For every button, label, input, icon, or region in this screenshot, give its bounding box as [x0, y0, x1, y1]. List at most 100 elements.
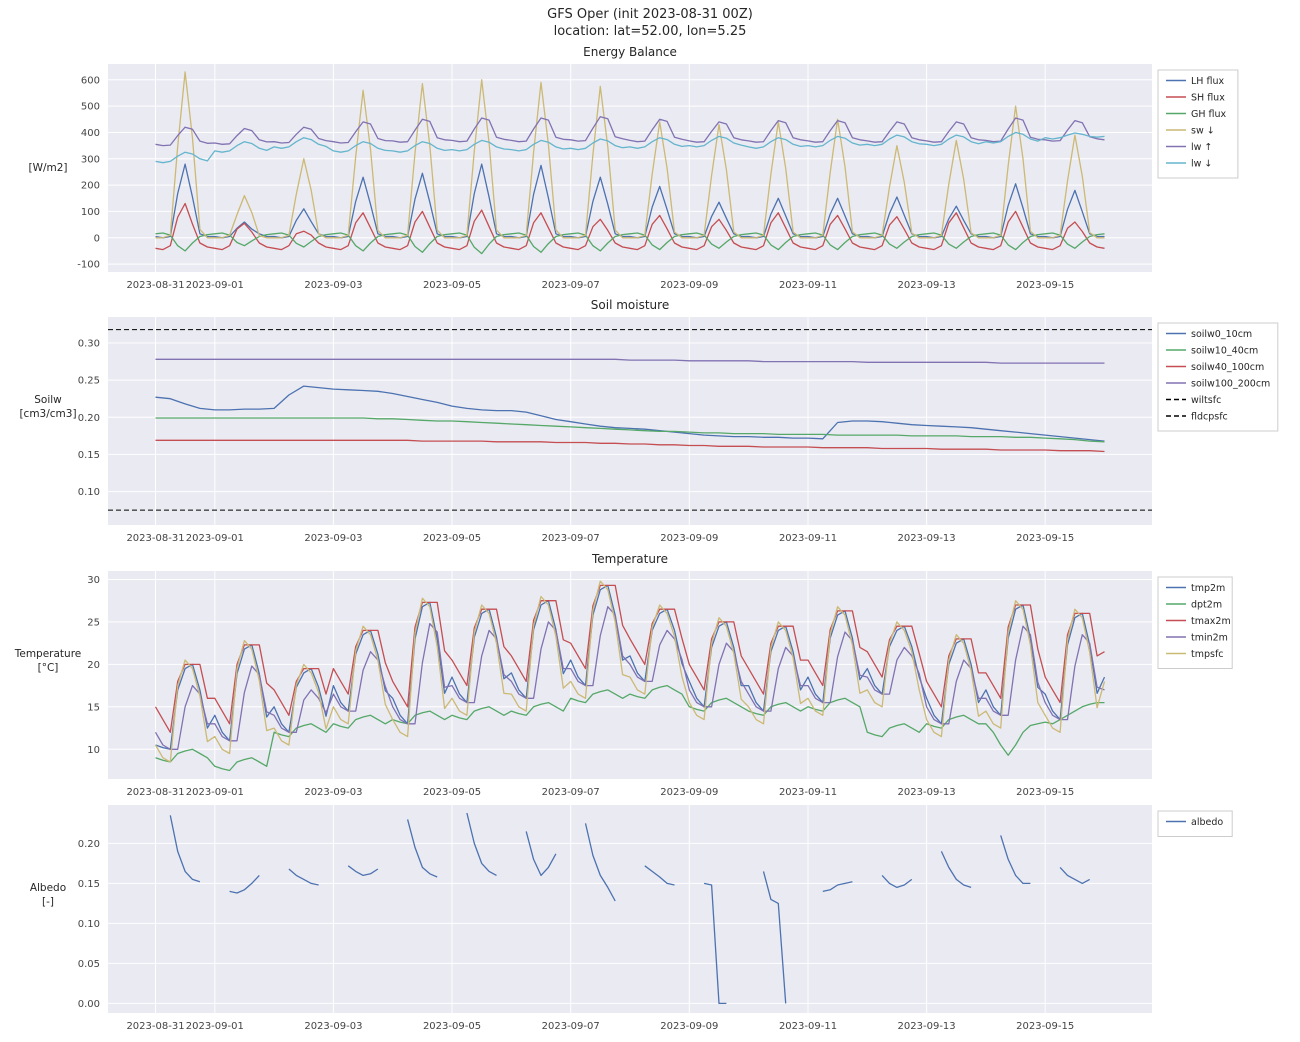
legend: LH flux SH flux GH flux sw ↓ lw ↑ lw ↓ [1157, 69, 1239, 179]
svg-text:2023-09-09: 2023-09-09 [660, 533, 718, 544]
series-lines [169, 812, 1091, 1005]
svg-text:2023-09-03: 2023-09-03 [304, 787, 362, 798]
legend-label-fldcpsfc: fldcpsfc [1191, 412, 1228, 423]
svg-text:10: 10 [87, 745, 100, 756]
svg-text:0.30: 0.30 [78, 339, 100, 350]
panel-albedo-ylabel: Albedo [-] [29, 882, 67, 908]
plot-bg [108, 317, 1152, 525]
svg-text:2023-08-31: 2023-08-31 [126, 533, 184, 544]
svg-text:2023-09-09: 2023-09-09 [660, 1021, 718, 1032]
svg-text:2023-09-11: 2023-09-11 [779, 280, 837, 291]
legend: tmp2m dpt2m tmax2m tmin2m tmpsfc [1157, 576, 1233, 669]
svg-text:2023-09-05: 2023-09-05 [423, 1021, 481, 1032]
legend-label-tmp2m: tmp2m [1191, 583, 1225, 594]
legend-label-wiltsfc: wiltsfc [1191, 395, 1221, 406]
svg-text:-100: -100 [77, 260, 100, 271]
svg-text:2023-09-01: 2023-09-01 [186, 1021, 244, 1032]
svg-text:2023-09-09: 2023-09-09 [660, 280, 718, 291]
svg-text:2023-09-13: 2023-09-13 [898, 533, 956, 544]
plot-bg [108, 805, 1152, 1013]
figure-title: GFS Oper (init 2023-08-31 00Z) location:… [0, 6, 1300, 40]
svg-text:2023-09-01: 2023-09-01 [186, 280, 244, 291]
svg-text:2023-08-31: 2023-08-31 [126, 787, 184, 798]
svg-text:25: 25 [87, 617, 100, 628]
legend-label-sw ↓: sw ↓ [1191, 126, 1215, 137]
figure-title-line1: GFS Oper (init 2023-08-31 00Z) [547, 7, 753, 22]
series-LH flux [155, 163, 1105, 239]
svg-text:2023-09-03: 2023-09-03 [304, 533, 362, 544]
legend-label-tmin2m: tmin2m [1191, 633, 1228, 644]
series-lw ↑ [155, 116, 1105, 147]
series-soilw10_40cm [155, 417, 1105, 443]
tick-labels: 10 15 20 25 30 2023-08-31 2023-09-01 2023-09-03… [87, 575, 1074, 798]
legend-label-LH flux: LH flux [1191, 76, 1224, 87]
series-soilw100_200cm [155, 358, 1105, 364]
svg-text:2023-09-05: 2023-09-05 [423, 787, 481, 798]
svg-text:2023-09-03: 2023-09-03 [304, 1021, 362, 1032]
svg-text:2023-09-13: 2023-09-13 [898, 787, 956, 798]
legend-box [1157, 810, 1233, 837]
panel-temperature-ylabel: Temperature [°C] [14, 648, 82, 674]
svg-text:2023-09-07: 2023-09-07 [542, 280, 600, 291]
svg-text:2023-09-01: 2023-09-01 [186, 787, 244, 798]
svg-text:100: 100 [81, 207, 100, 218]
svg-text:0.10: 0.10 [78, 919, 100, 930]
tick-labels: 0.00 0.05 0.10 0.15 0.20 2023-08-31 2023-09-01… [78, 839, 1075, 1032]
panel-energy-ylabel: [W/m2] [28, 162, 68, 174]
panel-energy-title: Energy Balance [583, 45, 677, 59]
svg-text:2023-08-31: 2023-08-31 [126, 280, 184, 291]
plot-bg [108, 64, 1152, 272]
svg-text:2023-09-11: 2023-09-11 [779, 787, 837, 798]
legend-box [1157, 69, 1239, 179]
svg-text:2023-08-31: 2023-08-31 [126, 1021, 184, 1032]
svg-text:0: 0 [94, 233, 100, 244]
series-tmin2m [154, 606, 1105, 750]
svg-text:200: 200 [81, 181, 100, 192]
series-soilw40_100cm [155, 439, 1105, 453]
panel-temperature-plot: 10 15 20 25 30 2023-08-31 2023-09-01 2023-09-03… [87, 571, 1233, 798]
svg-text:15: 15 [87, 702, 100, 713]
svg-text:2023-09-11: 2023-09-11 [779, 533, 837, 544]
panel-albedo-plot: 0.00 0.05 0.10 0.15 0.20 2023-08-31 2023-09-01… [78, 805, 1233, 1032]
panel-soil-plot: 0.10 0.15 0.20 0.25 0.30 2023-08-31 2023-09-01… [78, 317, 1279, 545]
series-lines [108, 329, 1152, 511]
series-lw ↓ [155, 131, 1105, 164]
svg-text:600: 600 [81, 75, 100, 86]
svg-text:0.00: 0.00 [78, 999, 100, 1010]
panel-soil-ylabel: Soilw [cm3/cm3] [19, 394, 77, 420]
svg-text:2023-09-07: 2023-09-07 [542, 787, 600, 798]
legend-label-albedo: albedo [1191, 817, 1223, 828]
svg-text:2023-09-15: 2023-09-15 [1016, 280, 1074, 291]
legend-box [1157, 322, 1279, 432]
series-soilw0_10cm [155, 385, 1105, 442]
svg-text:0.20: 0.20 [78, 839, 100, 850]
svg-text:2023-09-03: 2023-09-03 [304, 280, 362, 291]
series-tmax2m [154, 584, 1105, 733]
panel-temperature-title: Temperature [591, 552, 668, 566]
grid-lines [108, 805, 1152, 1013]
legend-label-soilw40_100cm: soilw40_100cm [1191, 362, 1264, 373]
grid-lines [108, 317, 1152, 525]
series-albedo [169, 812, 1091, 1005]
svg-text:2023-09-05: 2023-09-05 [423, 280, 481, 291]
series-sw ↓ [155, 71, 1105, 239]
svg-text:2023-09-01: 2023-09-01 [186, 533, 244, 544]
legend-label-soilw0_10cm: soilw0_10cm [1191, 329, 1252, 340]
series-SH flux [155, 202, 1105, 251]
svg-text:2023-09-07: 2023-09-07 [542, 533, 600, 544]
figure-title-line2: location: lat=52.00, lon=5.25 [553, 24, 747, 39]
svg-text:2023-09-09: 2023-09-09 [660, 787, 718, 798]
svg-text:0.10: 0.10 [78, 487, 100, 498]
legend: soilw0_10cm soilw10_40cm soilw40_100cmsoil… [1157, 322, 1279, 432]
svg-text:2023-09-13: 2023-09-13 [898, 1021, 956, 1032]
tick-labels: 0.10 0.15 0.20 0.25 0.30 2023-08-31 2023-09-01… [78, 339, 1075, 545]
legend-label-soilw10_40cm: soilw10_40cm [1191, 346, 1258, 357]
svg-text:2023-09-11: 2023-09-11 [779, 1021, 837, 1032]
svg-text:0.15: 0.15 [78, 879, 100, 890]
series-lines [155, 71, 1105, 255]
legend: albedo [1157, 810, 1233, 837]
svg-text:0.05: 0.05 [78, 959, 100, 970]
svg-text:30: 30 [87, 575, 100, 586]
legend-label-tmpsfc: tmpsfc [1191, 649, 1224, 660]
